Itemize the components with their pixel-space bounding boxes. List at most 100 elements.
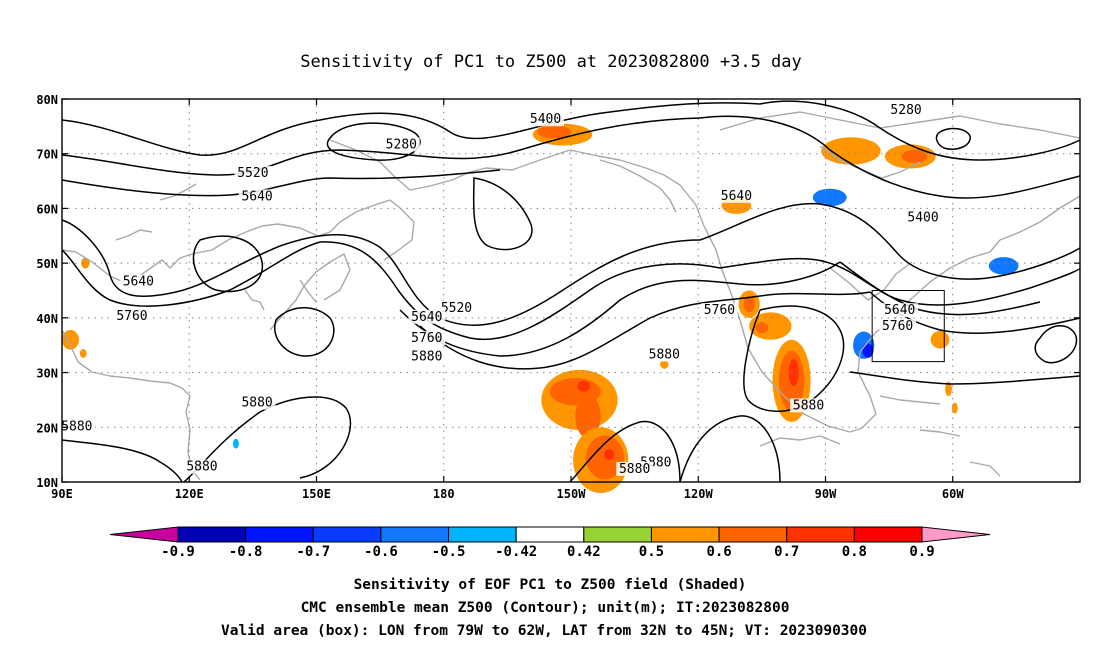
colorbar-swatch (177, 526, 247, 543)
z500-contour (192, 235, 264, 293)
colorbar-swatch (650, 526, 720, 543)
lat-tick-label: 50N (36, 257, 58, 271)
contour-label: 5640 (123, 275, 154, 290)
lat-tick-label: 20N (36, 421, 58, 435)
contour-label: 5640 (721, 189, 752, 204)
sensitivity-patch (232, 438, 239, 449)
contour-label-backing (645, 347, 683, 362)
sensitivity-patch (604, 449, 615, 461)
z500-contour (569, 420, 681, 483)
sensitivity-patch (61, 329, 79, 350)
contour-label-backing (904, 210, 942, 225)
lat-tick-label: 40N (36, 312, 58, 326)
z500-contour (699, 202, 1081, 280)
z500-contour (1034, 325, 1078, 364)
contour-label: 5880 (186, 460, 217, 475)
contour-label: 5880 (241, 396, 272, 411)
lat-tick-label: 60N (36, 202, 58, 216)
contour-label-backing (238, 189, 276, 204)
sensitivity-patch (755, 322, 769, 334)
contour-label: 5640 (241, 189, 272, 204)
contour-label: 5880 (411, 350, 442, 365)
contour-label: 5760 (411, 331, 442, 346)
sensitivity-patch (788, 358, 799, 387)
gridlines (62, 99, 1080, 482)
contour-label-backing (701, 303, 738, 318)
colorbar-label: -0.9 (161, 544, 195, 560)
contour-label: 5640 (411, 310, 442, 325)
contour-label: 5280 (386, 137, 417, 152)
sensitivity-patch (951, 402, 958, 414)
colorbar-swatch (312, 526, 382, 543)
coastline-segment (719, 111, 1081, 139)
sensitivity-patch (577, 380, 591, 392)
coastline-segment (759, 435, 841, 447)
sensitivity-patch (930, 330, 950, 349)
colorbar-label: -0.6 (364, 544, 398, 560)
colorbar-high-triangle (921, 526, 991, 543)
sensitivity-patch (743, 295, 755, 313)
caption-line-2: CMC ensemble mean Z500 (Contour); unit(m… (301, 600, 790, 616)
lon-tick-label: 120E (175, 487, 204, 501)
contour-label: 5400 (530, 112, 561, 127)
coastline-segment (299, 279, 317, 303)
colorbar-swatch (718, 526, 788, 543)
colorbar-swatch (448, 526, 517, 543)
z500-contour (183, 396, 352, 483)
lon-tick-label: 90E (51, 487, 73, 501)
coastline-segment (989, 195, 1081, 253)
contour-label-backing (382, 137, 420, 152)
sensitivity-patch (749, 312, 792, 340)
contour-label: 5760 (882, 319, 913, 334)
colorbar: -0.9 -0.8 -0.7 -0.6 -0.5 -0.42 0.42 0.5 0.6 0.7 0.… (109, 526, 991, 560)
lat-tick-label: 80N (36, 93, 58, 107)
lon-tick-label: 150E (302, 487, 331, 501)
lat-tick-label: 70N (36, 148, 58, 162)
sensitivity-patch (81, 257, 90, 269)
contour-label-backing (408, 331, 446, 346)
colorbar-label: -0.42 (495, 544, 537, 560)
z500-contour (699, 115, 1081, 199)
contour-label: 5760 (116, 309, 147, 324)
colorbar-swatch (515, 526, 585, 543)
lon-tick-label: 150W (557, 487, 587, 501)
contour-label: 5520 (237, 166, 268, 181)
colorbar-label: -0.7 (296, 544, 330, 560)
contour-label-backing (58, 419, 96, 434)
lon-tick-label: 60W (942, 487, 964, 501)
contour-label-backing (887, 102, 925, 117)
colorbar-label: -0.8 (229, 544, 263, 560)
sensitivity-patch (575, 394, 601, 439)
sensitivity-patch (79, 349, 87, 358)
z500-contour (61, 241, 321, 307)
contour-label: 5880 (61, 420, 92, 435)
valid-area-box (871, 290, 945, 363)
z500-contour (399, 261, 841, 357)
contour-label-backing (408, 309, 446, 324)
sensitivity-patch (901, 149, 928, 164)
colorbar-label: 0.42 (567, 544, 601, 560)
z500-contour (935, 127, 971, 150)
contour-label-backing (718, 188, 755, 203)
z500-contour (273, 307, 335, 357)
contour-label: 5520 (441, 301, 472, 316)
z500-contour (719, 257, 1081, 306)
coastline-segment (115, 229, 153, 241)
coastline-segment (159, 183, 197, 201)
coastline-segment (329, 139, 487, 191)
contour-label-backing (113, 309, 151, 324)
colorbar-swatch (583, 526, 652, 543)
contour-label-backing (790, 398, 827, 413)
colorbar-label: 0.5 (639, 544, 664, 560)
coastline-segment (599, 159, 677, 213)
contour-label: 5760 (704, 303, 735, 318)
contour-label: 5640 (884, 303, 915, 318)
sensitivity-shading (61, 123, 1025, 493)
sensitivity-patch (233, 370, 243, 391)
contour-label: 5880 (649, 348, 680, 363)
colorbar-label: -0.5 (432, 544, 466, 560)
sensitivity-patch (988, 257, 1019, 275)
